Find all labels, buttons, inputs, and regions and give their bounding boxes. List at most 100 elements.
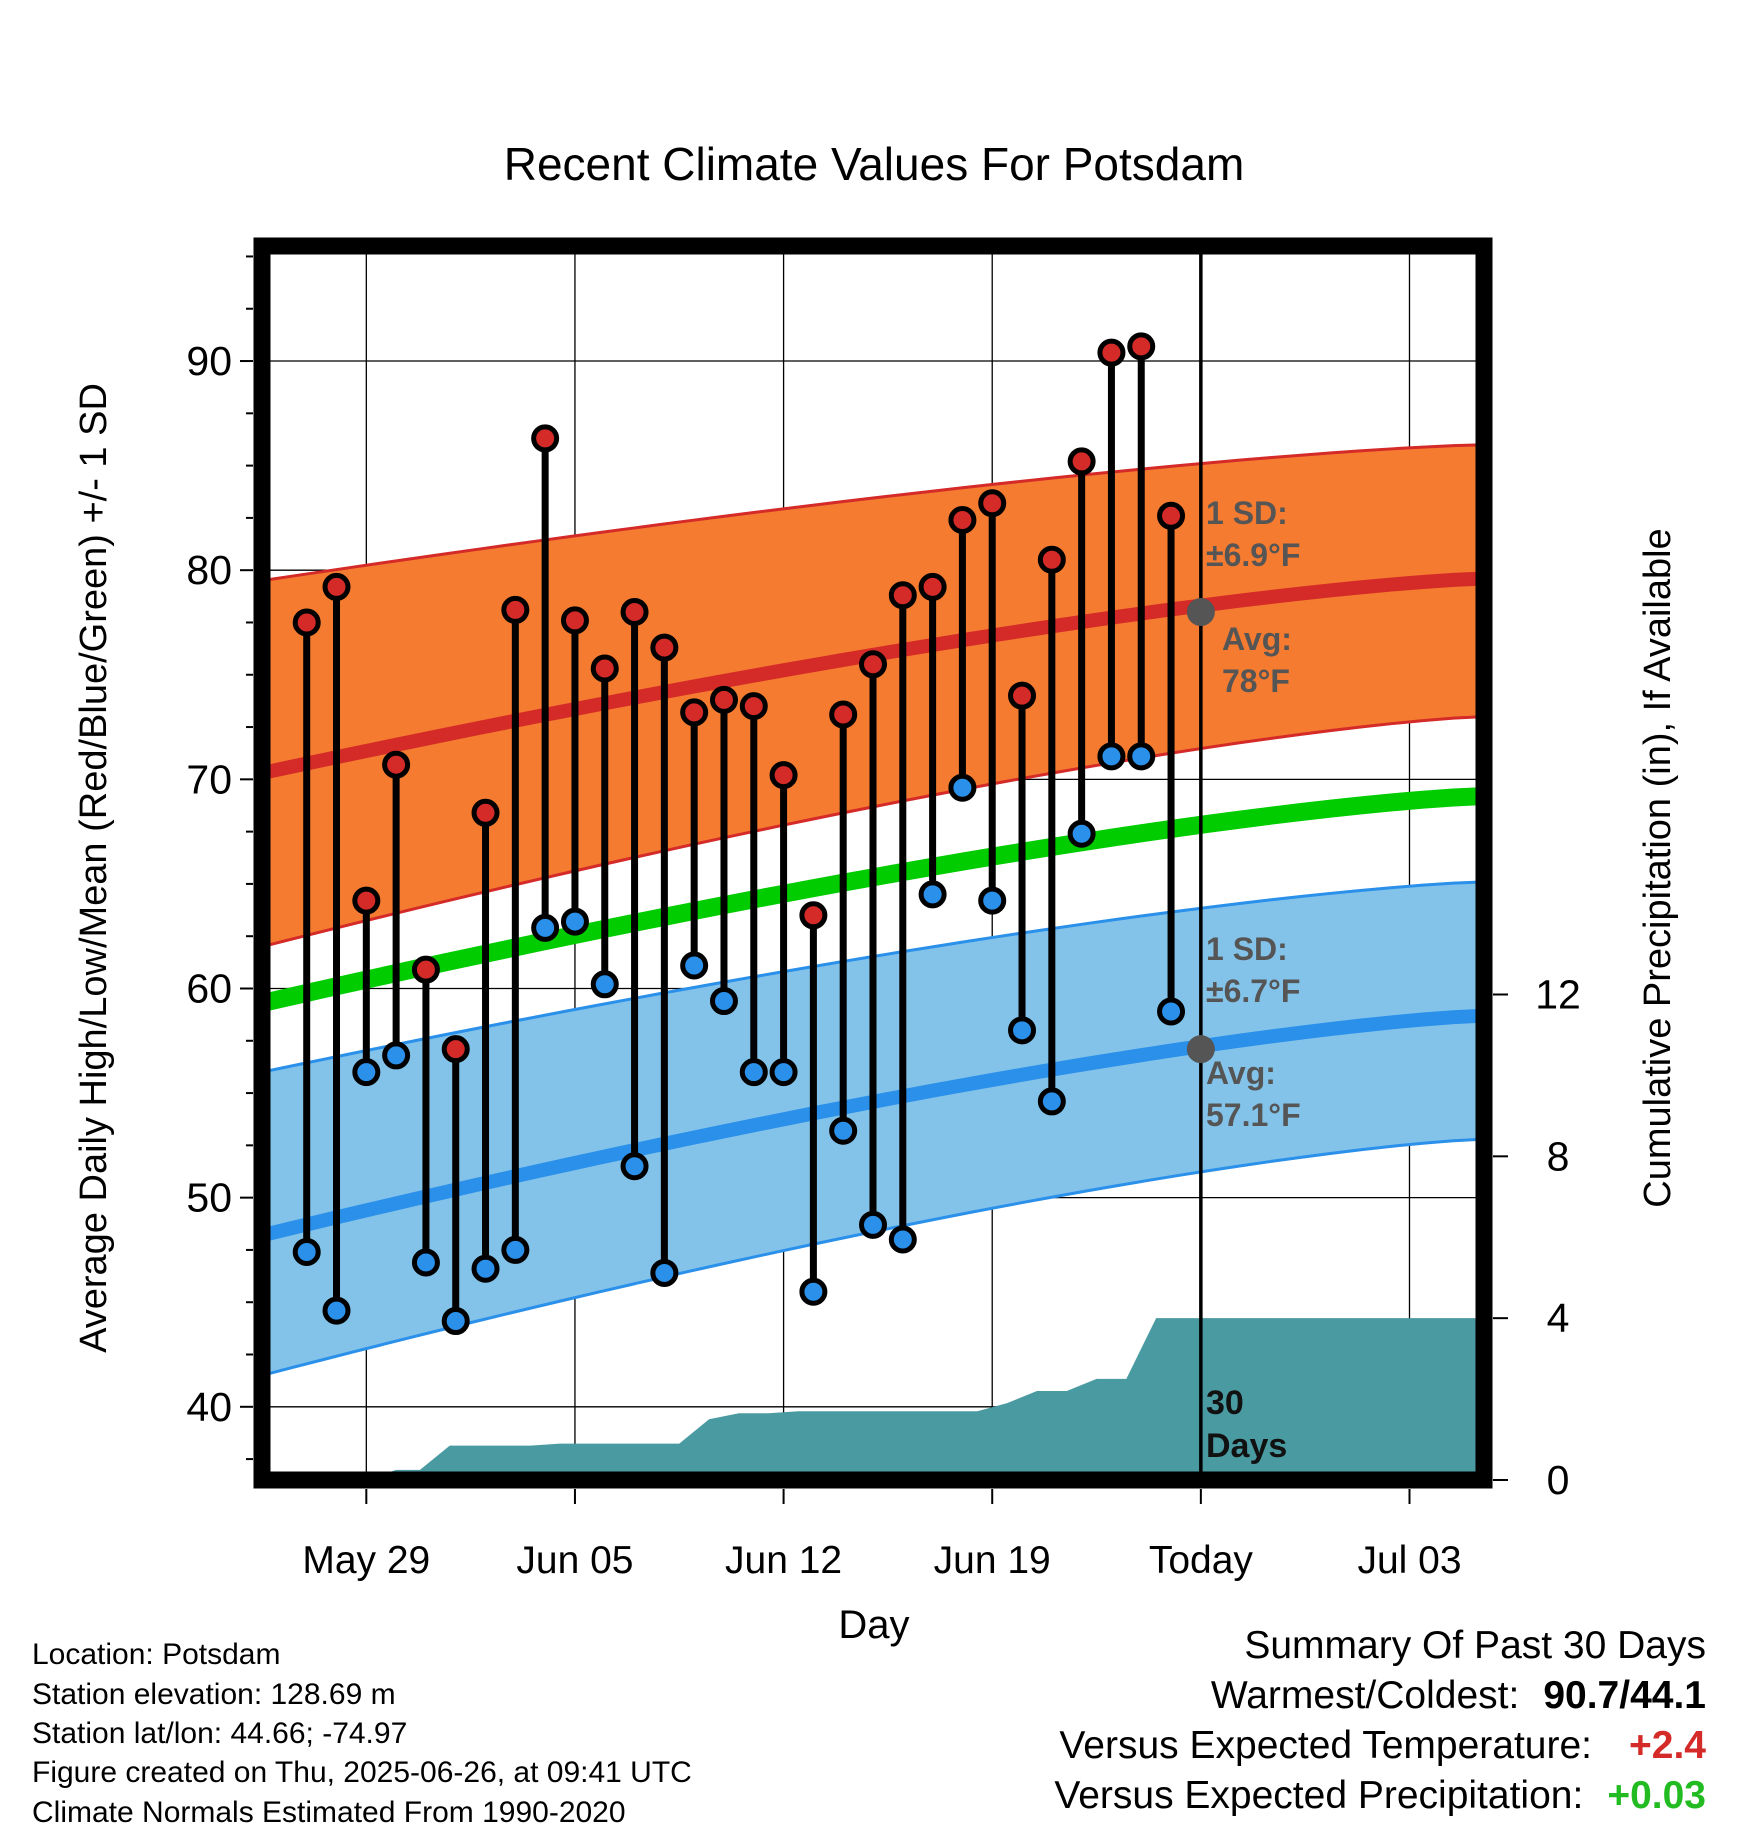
- y-tick-label: 70: [186, 756, 232, 802]
- low-point: [650, 1258, 679, 1287]
- high-point: [441, 1035, 470, 1064]
- high-point: [888, 581, 917, 610]
- summary-warmest-label: Warmest/Coldest:: [1210, 1674, 1520, 1717]
- high-avg-value: 78°F: [1222, 663, 1290, 699]
- summary-precip-label: Versus Expected Precipitation:: [1054, 1774, 1584, 1817]
- today-high-avg-marker: [1186, 598, 1215, 627]
- x-tick-label: Jun 12: [725, 1539, 842, 1582]
- high-point: [859, 650, 887, 679]
- low-point: [620, 1152, 649, 1181]
- low-point: [471, 1254, 500, 1283]
- high-point: [829, 700, 858, 729]
- low-point: [322, 1296, 351, 1325]
- low-point: [590, 970, 619, 999]
- low-point: [859, 1210, 887, 1239]
- y-tick-label: 50: [186, 1175, 232, 1221]
- high-point: [590, 654, 619, 683]
- plot-frame: [253, 237, 1493, 1489]
- info-latlon: Station lat/lon: 44.66; -74.97: [32, 1717, 408, 1750]
- y-tick-label: 60: [186, 965, 232, 1011]
- low-point: [352, 1058, 381, 1087]
- high-point: [322, 572, 351, 601]
- high-point: [531, 424, 560, 453]
- y-tick-label: 90: [186, 338, 232, 384]
- high-sd-value: ±6.9°F: [1206, 537, 1300, 573]
- summary-temp: Versus Expected Temperature: +2.4: [1059, 1724, 1706, 1768]
- y2-tick-label: 4: [1547, 1295, 1570, 1341]
- high-avg-label: Avg:: [1222, 621, 1292, 657]
- low-point: [531, 913, 560, 942]
- high-point: [650, 633, 679, 662]
- x-tick-label: Today: [1149, 1539, 1254, 1582]
- y2-axis-label: Cumulative Precipitation (in), If Availa…: [1637, 528, 1679, 1207]
- low-point: [680, 951, 709, 980]
- low-point: [799, 1277, 828, 1306]
- high-point: [769, 761, 798, 790]
- low-point: [382, 1041, 411, 1070]
- summary-precip: Versus Expected Precipitation: +0.03: [1054, 1774, 1706, 1818]
- high-point: [948, 505, 977, 534]
- high-point: [1037, 545, 1066, 574]
- low-point: [1008, 1016, 1037, 1045]
- low-point: [888, 1225, 917, 1254]
- chart-title: Recent Climate Values For Potsdam: [504, 138, 1245, 190]
- high-point: [918, 572, 947, 601]
- summary-temp-value: +2.4: [1629, 1724, 1706, 1767]
- low-sd-label: 1 SD:: [1206, 931, 1288, 967]
- high-point: [739, 692, 768, 721]
- summary-precip-value: +0.03: [1607, 1774, 1706, 1817]
- low-point: [560, 907, 589, 936]
- high-point: [411, 955, 440, 984]
- info-location: Location: Potsdam: [32, 1638, 281, 1671]
- y2-tick-label: 8: [1547, 1133, 1570, 1179]
- high-point: [471, 798, 500, 827]
- high-point: [620, 598, 649, 627]
- low-point: [292, 1238, 321, 1267]
- info-created: Figure created on Thu, 2025-06-26, at 09…: [32, 1756, 692, 1789]
- window-days-number: 30: [1206, 1384, 1244, 1422]
- today-low-avg-marker: [1186, 1035, 1215, 1064]
- high-sd-band-upper-edge: [261, 443, 1485, 583]
- summary-temp-label: Versus Expected Temperature:: [1059, 1724, 1592, 1767]
- summary-warmest-value: 90.7/44.1: [1543, 1674, 1706, 1717]
- low-point: [501, 1235, 530, 1264]
- low-point: [978, 886, 1007, 915]
- x-tick-label: Jun 19: [934, 1539, 1051, 1582]
- y-tick-label: 40: [186, 1384, 232, 1430]
- summary-warmest: Warmest/Coldest: 90.7/44.1: [1211, 1674, 1706, 1718]
- info-elevation: Station elevation: 128.69 m: [32, 1678, 396, 1711]
- high-point: [709, 685, 738, 714]
- low-point: [709, 987, 738, 1016]
- high-point: [1008, 681, 1037, 710]
- plot-area: 1 SD: ±6.9°F Avg: 78°F 1 SD: ±6.7°F Avg: 57.1°F…: [186, 237, 1581, 1582]
- high-point: [382, 750, 411, 779]
- low-point: [441, 1307, 470, 1336]
- y-axis-label: Average Daily High/Low/Mean (Red/Blue/Gr…: [73, 383, 115, 1353]
- high-point: [352, 886, 381, 915]
- x-tick-label: Jul 03: [1357, 1539, 1461, 1582]
- low-avg-label: Avg:: [1206, 1055, 1276, 1091]
- high-point: [1127, 332, 1156, 361]
- low-point: [1067, 819, 1096, 848]
- low-point: [739, 1058, 768, 1087]
- low-point: [1097, 742, 1126, 771]
- low-point: [829, 1116, 858, 1145]
- low-point: [1127, 742, 1156, 771]
- info-normals: Climate Normals Estimated From 1990-2020: [32, 1796, 626, 1829]
- precipitation-area: [262, 1318, 1484, 1480]
- y2-tick-label: 0: [1547, 1457, 1570, 1503]
- x-tick-label: Jun 05: [516, 1539, 633, 1582]
- low-point: [769, 1058, 798, 1087]
- window-days-label: Days: [1206, 1427, 1287, 1465]
- high-point: [1097, 338, 1126, 367]
- high-point: [978, 489, 1007, 518]
- y-tick-label: 80: [186, 547, 232, 593]
- x-axis-label: Day: [838, 1603, 909, 1647]
- low-point: [948, 773, 977, 802]
- summary-title: Summary Of Past 30 Days: [1244, 1624, 1706, 1667]
- high-point: [1157, 501, 1186, 530]
- high-point: [501, 595, 530, 624]
- low-point: [1037, 1087, 1066, 1116]
- low-point: [918, 880, 947, 909]
